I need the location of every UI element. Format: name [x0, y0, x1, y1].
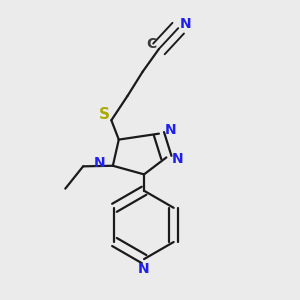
- Text: C: C: [146, 38, 157, 52]
- Text: N: N: [164, 123, 176, 137]
- Text: N: N: [180, 17, 191, 31]
- Text: N: N: [94, 156, 105, 170]
- Text: N: N: [172, 152, 184, 166]
- Text: S: S: [98, 107, 110, 122]
- Text: N: N: [138, 262, 150, 276]
